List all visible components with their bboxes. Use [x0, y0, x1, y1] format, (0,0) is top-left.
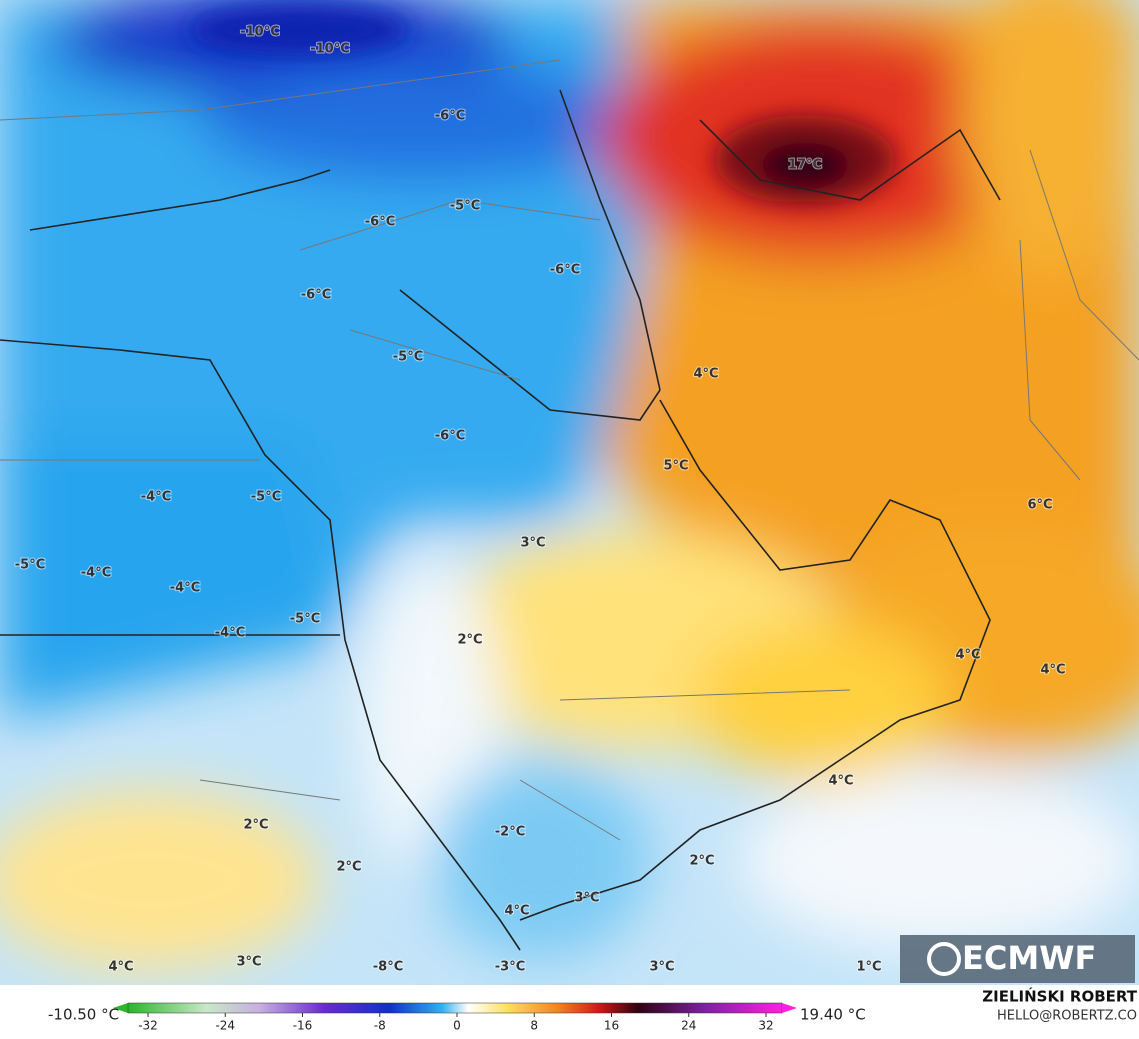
- temperature-label: 4°C: [1040, 663, 1065, 678]
- map: -10°C -10°C -6°C -6°C -5°C -6°C -6°C -5°C -6°C 17…: [0, 0, 1139, 985]
- colorbar-tick-label: 24: [681, 1019, 696, 1033]
- temperature-label: -2°C: [495, 825, 525, 840]
- colorbar-bar: [127, 1002, 783, 1014]
- temperature-label: -10°C: [310, 42, 350, 57]
- temperature-label: -4°C: [141, 490, 171, 505]
- temperature-label: -6°C: [365, 215, 395, 230]
- temperature-label: 2°C: [243, 818, 268, 833]
- email: HELLO@ROBERTZ.CO: [997, 1009, 1137, 1024]
- colorbar-tick-label: 32: [758, 1019, 773, 1033]
- temperature-label: 6°C: [1027, 498, 1052, 513]
- temperature-label: 4°C: [828, 774, 853, 789]
- temperature-label: 4°C: [693, 367, 718, 382]
- temperature-label: 2°C: [689, 854, 714, 869]
- map-labels: -10°C -10°C -6°C -6°C -5°C -6°C -6°C -5°C -6°C 17…: [14, 24, 1067, 976]
- borders: [0, 59, 1139, 841]
- temperature-label: -4°C: [81, 566, 111, 581]
- temperature-label: -6°C: [435, 109, 465, 124]
- temperature-label: 3°C: [574, 891, 599, 906]
- author: ZIELIŃSKI ROBERT: [982, 987, 1137, 1006]
- coastlines: [0, 89, 1001, 951]
- temperature-label: -10°C: [240, 25, 280, 40]
- colorbar-tick-label: 8: [530, 1019, 538, 1033]
- temperature-label: 2°C: [336, 860, 361, 875]
- temperature-label: -5°C: [450, 199, 480, 214]
- temperature-label: -3°C: [495, 960, 525, 975]
- temperature-label: 4°C: [504, 904, 529, 919]
- logo-text: ECMWF: [962, 939, 1096, 977]
- temperature-label: 17°C: [788, 158, 822, 173]
- temperature-label: -4°C: [170, 581, 200, 596]
- temperature-label: -5°C: [393, 350, 423, 365]
- colorbar: -10.50 °C 19.40 °C -32 -24 -16 -8 0 8 16 24 32: [48, 1002, 866, 1033]
- temperature-label: -4°C: [215, 626, 245, 641]
- temperature-label: -6°C: [435, 429, 465, 444]
- colorbar-tick-label: 16: [604, 1019, 619, 1033]
- temperature-label: 4°C: [108, 960, 133, 975]
- temperature-label: 4°C: [955, 648, 980, 663]
- colorbar-tick-label: 0: [453, 1019, 461, 1033]
- colorbar-tick-label: -24: [215, 1019, 235, 1033]
- colorbar-tick-label: -8: [374, 1019, 386, 1033]
- colorbar-tick-label: -32: [138, 1019, 158, 1033]
- temperature-label: -5°C: [290, 612, 320, 627]
- temperature-label: 3°C: [520, 536, 545, 551]
- temperature-label: 3°C: [236, 955, 261, 970]
- logo: ECMWF: [900, 935, 1135, 983]
- temperature-label: 1°C: [856, 960, 881, 975]
- temperature-label: -6°C: [550, 263, 580, 278]
- temperature-label: 5°C: [663, 459, 688, 474]
- temperature-label: 3°C: [649, 960, 674, 975]
- max-label: 19.40 °C: [800, 1006, 866, 1024]
- colorbar-tick-label: -16: [293, 1019, 313, 1033]
- temperature-label: -5°C: [15, 558, 45, 573]
- min-label: -10.50 °C: [48, 1006, 119, 1024]
- temperature-label: -6°C: [301, 288, 331, 303]
- temperature-label: 2°C: [457, 633, 482, 648]
- temperature-label: -5°C: [251, 490, 281, 505]
- temperature-label: -8°C: [373, 960, 403, 975]
